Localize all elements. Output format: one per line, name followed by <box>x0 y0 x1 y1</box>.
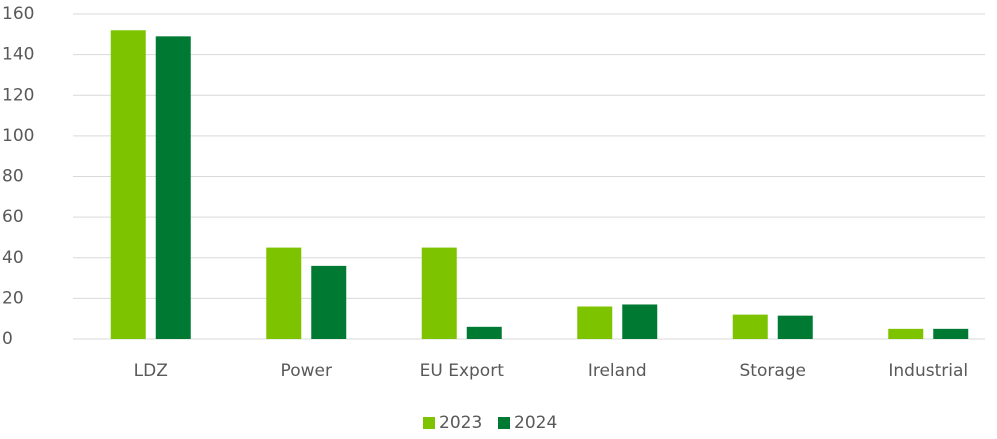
legend-label: 2024 <box>514 413 557 433</box>
bar <box>110 30 146 339</box>
y-tick-label: 20 <box>2 288 24 308</box>
y-tick-label: 80 <box>2 167 24 187</box>
y-tick-label: 60 <box>2 207 24 227</box>
x-tick-label: Industrial <box>888 361 968 381</box>
y-tick-label: 140 <box>2 45 34 65</box>
bar <box>933 328 969 339</box>
x-tick-label: Ireland <box>588 361 647 381</box>
x-tick-label: Power <box>281 361 332 381</box>
y-tick-label: 160 <box>2 4 34 24</box>
bar <box>311 265 347 339</box>
legend-swatch <box>423 417 435 429</box>
bar <box>266 247 302 339</box>
bar <box>421 247 457 339</box>
legend-label: 2023 <box>439 413 482 433</box>
legend-swatch <box>498 417 510 429</box>
bar <box>466 326 502 339</box>
y-tick-label: 100 <box>2 126 34 146</box>
bar <box>732 314 768 339</box>
bar <box>577 306 613 339</box>
bar <box>888 328 924 339</box>
y-tick-label: 120 <box>2 85 34 105</box>
y-tick-label: 40 <box>2 248 24 268</box>
bar <box>155 36 191 339</box>
bar <box>622 304 658 339</box>
x-tick-label: EU Export <box>420 361 505 381</box>
bar <box>777 315 813 339</box>
x-tick-label: LDZ <box>134 361 168 381</box>
y-tick-label: 0 <box>2 329 13 349</box>
x-tick-label: Storage <box>739 361 806 381</box>
